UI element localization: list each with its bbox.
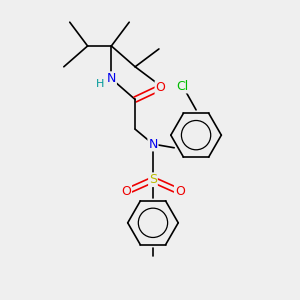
Text: S: S xyxy=(149,173,157,186)
Text: O: O xyxy=(175,185,185,198)
Text: H: H xyxy=(96,79,104,89)
Text: O: O xyxy=(155,81,165,94)
Text: O: O xyxy=(121,185,131,198)
Text: N: N xyxy=(107,72,116,85)
Text: N: N xyxy=(148,138,158,151)
Text: Cl: Cl xyxy=(177,80,189,93)
